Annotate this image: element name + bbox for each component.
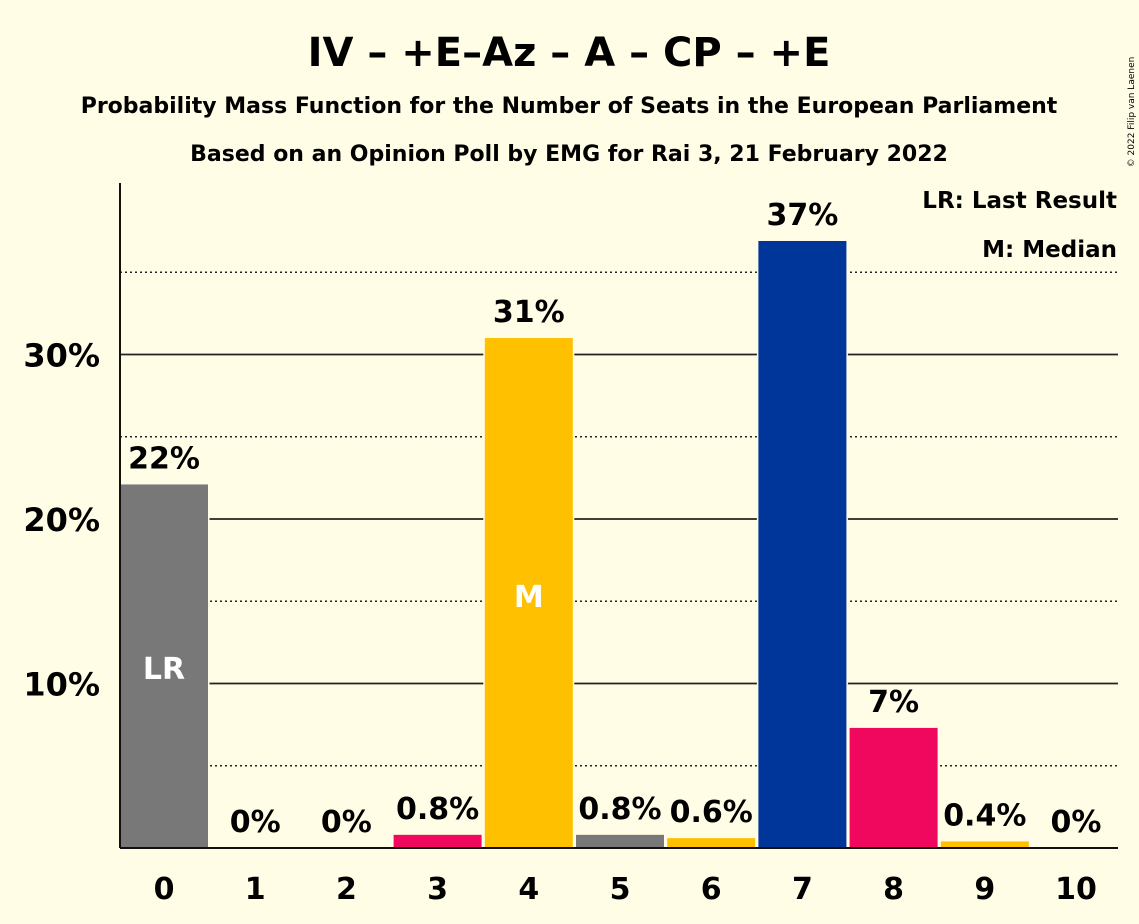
- bars: [118, 239, 1031, 848]
- bar-0: [120, 484, 208, 848]
- copyright-notice: © 2022 Filip van Laenen: [1127, 57, 1137, 168]
- data-label: 22%: [128, 441, 200, 476]
- chart-title: IV – +E–Az – A – CP – +E: [308, 30, 831, 76]
- x-tick-label: 3: [427, 872, 448, 907]
- data-label: 37%: [766, 198, 838, 233]
- data-labels: 0 22% LR 1 0% 2 0% 3 0.8% 4 31% M 5 0.8% 6 0.6% 7 37% 8 7% 9…: [128, 198, 1101, 907]
- bar-4: [484, 338, 573, 848]
- bar-9: [940, 841, 1029, 848]
- x-tick-label: 0: [154, 872, 175, 907]
- x-tick-label: 5: [610, 872, 631, 907]
- y-tick-label: 20%: [23, 501, 100, 539]
- x-tick-label: 8: [883, 872, 904, 907]
- legend-last-result: LR: Last Result: [922, 188, 1117, 214]
- bar-inside-label: M: [514, 580, 544, 615]
- x-tick-label: 4: [518, 872, 539, 907]
- data-label: 0.8%: [578, 792, 661, 827]
- data-label: 7%: [868, 685, 919, 720]
- legend-median: M: Median: [982, 237, 1117, 263]
- bar-6: [667, 838, 756, 848]
- x-tick-label: 10: [1055, 872, 1097, 907]
- x-tick-label: 6: [701, 872, 722, 907]
- data-label: 0.8%: [396, 792, 479, 827]
- bar-3: [393, 834, 482, 848]
- bar-inside-label: LR: [143, 652, 185, 687]
- data-label: 31%: [493, 295, 565, 330]
- chart-subtitle: Probability Mass Function for the Number…: [81, 94, 1058, 119]
- x-tick-label: 7: [792, 872, 813, 907]
- y-tick-label: 30%: [23, 337, 100, 375]
- data-label: 0.4%: [943, 798, 1026, 833]
- data-label: 0%: [1051, 805, 1102, 840]
- axes: [119, 183, 1118, 849]
- chart-subtitle-2: Based on an Opinion Poll by EMG for Rai …: [190, 142, 948, 167]
- data-label: 0.6%: [670, 795, 753, 830]
- data-label: 0%: [321, 805, 372, 840]
- x-tick-label: 1: [245, 872, 266, 907]
- data-label: 0%: [230, 805, 281, 840]
- bar-7: [758, 240, 847, 848]
- gridlines: 10% 20% 30%: [23, 271, 1118, 767]
- y-tick-label: 10%: [23, 666, 100, 704]
- x-tick-label: 2: [336, 872, 357, 907]
- bar-5: [576, 834, 664, 848]
- x-tick-label: 9: [974, 872, 995, 907]
- bar-8: [849, 727, 938, 848]
